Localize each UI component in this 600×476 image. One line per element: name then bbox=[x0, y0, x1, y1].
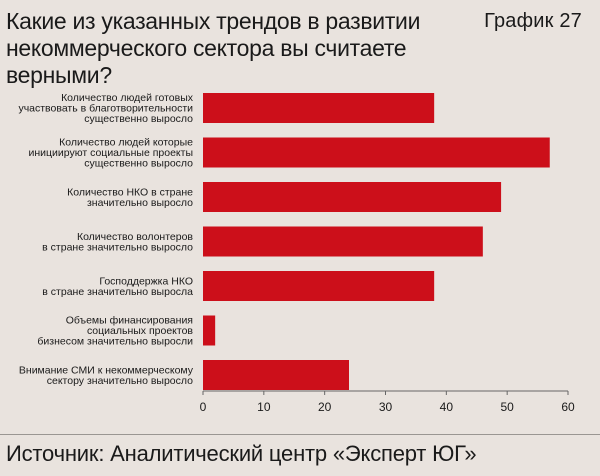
category-label: Объемы финансирования социальных проектов… bbox=[37, 315, 193, 348]
x-tick-label: 40 bbox=[440, 400, 454, 414]
category-label-line: Количество НКО в стране bbox=[67, 186, 193, 198]
category-label: Внимание СМИ к некоммерческому сектору зн… bbox=[19, 364, 194, 387]
category-label-line: в стране значительно выросло bbox=[42, 241, 193, 253]
chart-title: Какие из указанных трендов в развитии не… bbox=[6, 8, 476, 89]
category-label: Количество волонтеров в стране значительн… bbox=[42, 231, 193, 254]
category-label-line: участвовать в благотворительности bbox=[18, 103, 193, 115]
x-tick-label: 20 bbox=[318, 400, 332, 414]
category-label-line: Объемы финансирования bbox=[66, 315, 193, 327]
category-label-line: существенно выросло bbox=[84, 158, 193, 170]
category-label-line: Внимание СМИ к некоммерческому bbox=[19, 364, 194, 376]
category-label: Количество людей готовых участвовать в бл… bbox=[18, 92, 193, 125]
chart-title-line-1: Какие из указанных трендов в развитии bbox=[6, 8, 421, 34]
chart-title-line-2: некоммерческого сектора вы считаете верн… bbox=[6, 35, 407, 88]
category-label: Количество людей которые инициируют социа… bbox=[28, 137, 193, 170]
category-label-line: в стране значительно выросла bbox=[42, 286, 193, 298]
bar bbox=[203, 226, 483, 257]
category-label: Господдержка НКО в стране значительно выр… bbox=[42, 275, 193, 298]
category-label-line: инициируют социальные проекты bbox=[28, 147, 193, 159]
bar bbox=[203, 360, 349, 390]
bar bbox=[203, 315, 216, 346]
category-label-line: сектору значительно выросло bbox=[47, 375, 193, 387]
x-tick-label: 50 bbox=[500, 400, 514, 414]
source-note: Источник: Аналитический центр «Эксперт Ю… bbox=[6, 441, 477, 466]
bar bbox=[203, 182, 502, 212]
x-tick-label: 10 bbox=[257, 400, 271, 414]
x-tick-label: 30 bbox=[379, 400, 393, 414]
footer-divider bbox=[0, 434, 600, 435]
chart-number: График 27 bbox=[484, 10, 582, 32]
category-label-line: социальных проектов bbox=[87, 325, 193, 337]
category-label-line: бизнесом значительно выросли bbox=[37, 336, 193, 348]
x-tick-label: 0 bbox=[200, 400, 207, 414]
category-label-line: существенно выросло bbox=[84, 113, 193, 125]
bar bbox=[203, 271, 435, 301]
bar bbox=[203, 93, 435, 123]
category-label: Количество НКО в стране значительно вырос… bbox=[67, 186, 193, 209]
category-label-line: Количество людей которые bbox=[59, 137, 193, 149]
category-label-line: Количество волонтеров bbox=[77, 231, 193, 243]
category-label-line: Господдержка НКО bbox=[99, 275, 193, 287]
bar bbox=[203, 137, 550, 168]
x-tick-label: 60 bbox=[561, 400, 575, 414]
category-label-line: Количество людей готовых bbox=[61, 92, 194, 104]
bar-chart: Количество людей готовых участвовать в бл… bbox=[18, 92, 575, 414]
category-label-line: значительно выросло bbox=[87, 197, 193, 209]
